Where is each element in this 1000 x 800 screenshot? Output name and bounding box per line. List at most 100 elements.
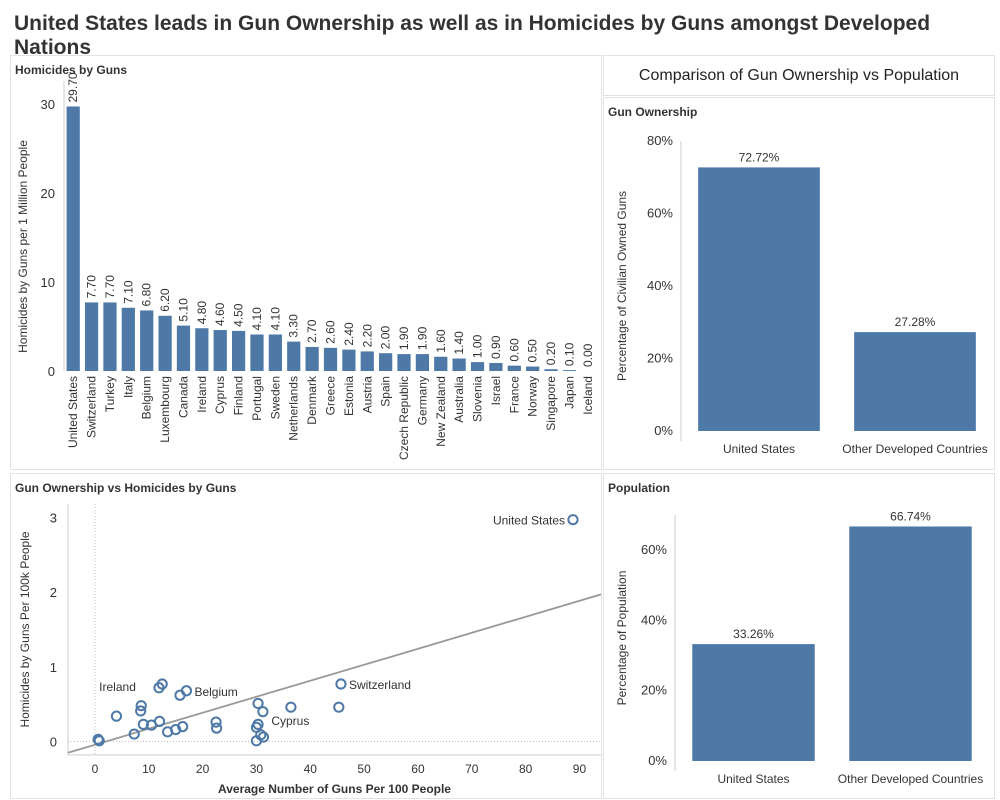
x-tick-label: 20 xyxy=(196,762,210,776)
x-tick-label: United States xyxy=(66,376,80,448)
point-annotation: Cyprus xyxy=(271,714,309,728)
comparison-header-panel: Comparison of Gun Ownership vs Populatio… xyxy=(603,55,995,96)
scatter-point xyxy=(335,678,347,690)
y-tick-label: 20 xyxy=(41,186,55,201)
scatter-point xyxy=(285,701,297,713)
bar-value-label: 7.70 xyxy=(103,275,117,299)
bar xyxy=(323,347,338,371)
x-tick-label: Germany xyxy=(415,376,429,425)
bar-value-label: 2.40 xyxy=(342,322,356,346)
scatter-point xyxy=(162,726,174,738)
x-tick-label: Other Developed Countries xyxy=(842,442,987,456)
x-tick-label: Spain xyxy=(379,376,393,407)
x-tick-label: Italy xyxy=(121,376,135,398)
x-tick-label: Japan xyxy=(562,376,576,409)
x-tick-label: Switzerland xyxy=(85,376,99,438)
bar xyxy=(121,307,135,371)
bar-value-label: 33.26% xyxy=(733,627,774,641)
y-tick-label: 3 xyxy=(50,510,57,525)
x-tick-label: Finland xyxy=(232,376,246,415)
scatter-point xyxy=(257,706,269,718)
x-tick-label: 10 xyxy=(142,762,156,776)
ownership-panel: Gun Ownership Percentage of Civilian Own… xyxy=(603,97,995,470)
homicides-bar-chart: Homicides by Guns per 1 Million People 0 1… xyxy=(16,72,595,460)
bar-value-label: 0.60 xyxy=(507,338,521,362)
x-tick-label: 50 xyxy=(357,762,371,776)
bar xyxy=(287,341,301,371)
scatter-point xyxy=(93,735,105,747)
x-tick-label: Canada xyxy=(176,376,190,418)
x-tick-label: Austria xyxy=(360,376,374,414)
y-axis-title: Homicides by Guns Per 100k People xyxy=(18,531,32,727)
y-tick-label: 1 xyxy=(50,660,57,675)
point-label: United States xyxy=(493,514,565,528)
x-tick-label: Iceland xyxy=(581,376,595,415)
bar xyxy=(213,330,227,371)
y-tick-label: 30 xyxy=(41,97,55,112)
bar-value-label: 7.70 xyxy=(85,275,99,299)
point-label: Switzerland xyxy=(349,678,411,692)
y-tick-label: 40% xyxy=(647,278,673,293)
bar xyxy=(562,370,577,371)
x-tick-label: 40 xyxy=(304,762,318,776)
bar xyxy=(544,369,558,371)
bar xyxy=(140,310,154,371)
x-tick-label: Belgium xyxy=(140,376,154,419)
y-tick-label: 20% xyxy=(647,351,673,366)
bar xyxy=(507,365,521,371)
bar-value-label: 0.90 xyxy=(489,335,503,359)
bar xyxy=(195,328,209,371)
homicides-panel-title: Homicides by Guns xyxy=(15,63,128,77)
x-tick-label: Greece xyxy=(324,376,338,416)
point-annotation: Ireland xyxy=(99,680,136,694)
y-tick-label: 10 xyxy=(41,275,55,290)
x-tick-label: Israel xyxy=(489,376,503,405)
bar xyxy=(84,302,99,371)
y-tick-label: 2 xyxy=(50,585,57,600)
bar-value-label: 1.60 xyxy=(434,329,448,353)
bar-value-label: 3.30 xyxy=(287,314,301,338)
dashboard-title: United States leads in Gun Ownership as … xyxy=(14,12,931,59)
comparison-title: Comparison of Gun Ownership vs Populatio… xyxy=(638,67,960,84)
x-tick-label: Norway xyxy=(526,376,540,417)
bar xyxy=(360,351,374,371)
scatter-point xyxy=(210,722,223,734)
bar xyxy=(854,332,976,431)
bar xyxy=(268,334,282,371)
bar-value-label: 1.40 xyxy=(452,331,466,355)
bar-value-label: 6.80 xyxy=(140,283,154,307)
y-tick-label: 60% xyxy=(641,542,667,557)
x-tick-label: 90 xyxy=(573,762,587,776)
x-tick-label: Singapore xyxy=(544,376,558,431)
scatter-point xyxy=(145,719,158,731)
scatter-point xyxy=(110,710,123,722)
bar-value-label: 2.00 xyxy=(379,326,393,350)
y-tick-label: 80% xyxy=(647,133,673,148)
bar-value-label: 4.60 xyxy=(213,302,227,326)
x-tick-label: Slovenia xyxy=(471,376,485,422)
x-tick-label: Ireland xyxy=(195,376,209,413)
ownership-panel-title: Gun Ownership xyxy=(608,105,698,119)
x-tick-label: 60 xyxy=(411,762,425,776)
x-axis-title: Average Number of Guns Per 100 People xyxy=(218,782,451,796)
y-axis-title: Percentage of Civilian Owned Guns xyxy=(615,191,629,381)
bar-value-label: 4.10 xyxy=(250,307,264,331)
scatter-point xyxy=(135,705,147,717)
x-tick-label: Denmark xyxy=(305,375,319,425)
bar xyxy=(250,334,264,371)
bar xyxy=(231,330,246,371)
scatter-point xyxy=(135,700,147,712)
bar-value-label: 4.10 xyxy=(268,307,282,331)
scatter-point xyxy=(153,682,165,694)
x-tick-label: Netherlands xyxy=(287,376,301,441)
bar-value-label: 4.50 xyxy=(232,303,246,327)
bar-value-label: 0.10 xyxy=(562,342,576,366)
bar xyxy=(342,349,356,371)
y-axis-title: Percentage of Population xyxy=(615,571,629,706)
bar-value-label: 1.00 xyxy=(471,334,485,358)
bar-value-label: 27.28% xyxy=(895,315,936,329)
bar xyxy=(103,302,117,371)
bar xyxy=(305,346,319,371)
x-tick-label: New Zealand xyxy=(434,376,448,447)
